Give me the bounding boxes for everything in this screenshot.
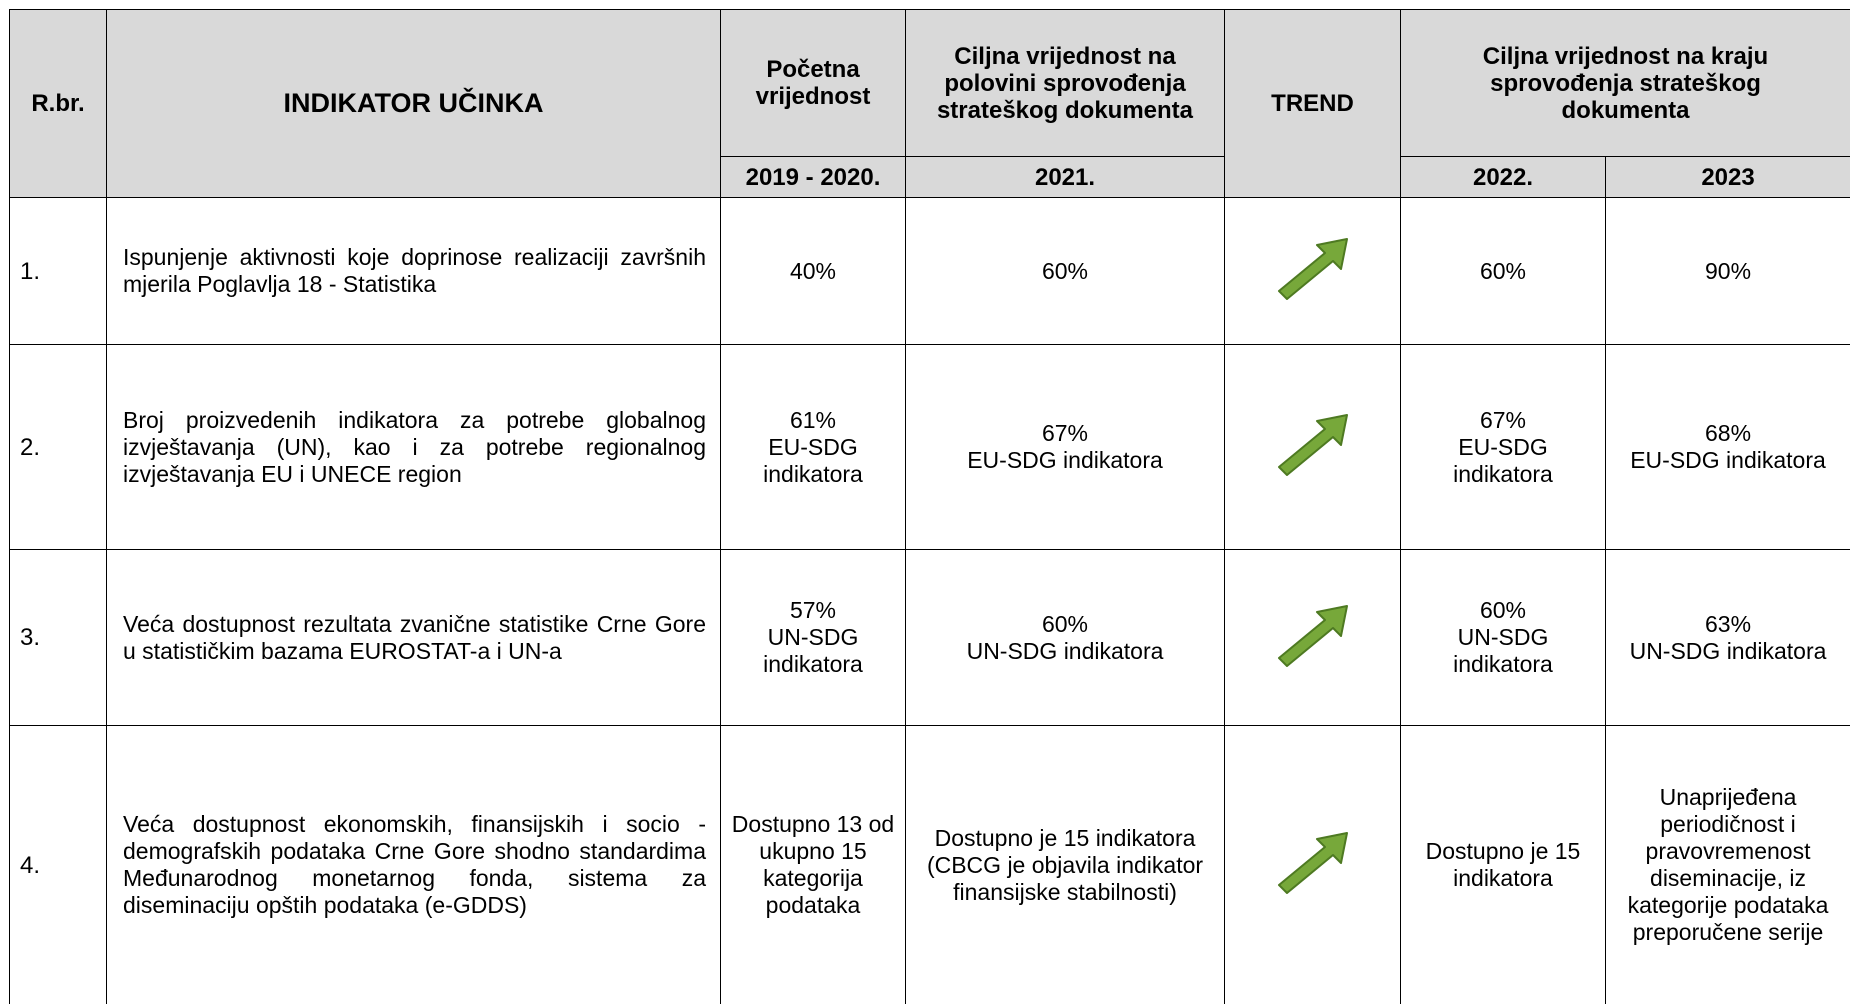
row-number: 1. xyxy=(9,197,107,345)
value-cell: 61% EU-SDG indikatora xyxy=(720,344,906,550)
trend-cell xyxy=(1224,725,1401,1004)
value-cell: 57% UN-SDG indikatora xyxy=(720,549,906,726)
value-cell: Unaprijeđena periodičnost i pravovremeno… xyxy=(1604,725,1850,1004)
row-number: 4. xyxy=(9,725,107,1004)
trend-arrow xyxy=(1277,832,1348,894)
header-cell: R.br. xyxy=(9,9,107,198)
trend-cell xyxy=(1224,197,1401,345)
year-cell: 2023 xyxy=(1604,156,1850,198)
value-cell: Dostupno 13 od ukupno 15 kategorija poda… xyxy=(720,725,906,1004)
indicator-table: R.br. INDIKATOR UČINKA Početna vrijednos… xyxy=(9,9,1850,1004)
year-cell: 2021. xyxy=(905,156,1225,198)
header-cell: TREND xyxy=(1224,9,1401,198)
indicator-text: Veća dostupnost ekonomskih, finansijskih… xyxy=(106,725,721,1004)
value-cell: 67% EU-SDG indikatora xyxy=(1400,344,1606,550)
year-cell: 2022. xyxy=(1400,156,1606,198)
header-cell: Ciljna vrijednost na kraju sprovođenja s… xyxy=(1399,9,1850,157)
trend-cell xyxy=(1224,344,1401,550)
trend-cell xyxy=(1224,549,1401,726)
trend-arrow xyxy=(1277,238,1348,300)
indicator-text: Ispunjenje aktivnosti koje doprinose rea… xyxy=(106,197,721,345)
header-cell: Ciljna vrijednost na polovini sprovođenj… xyxy=(905,9,1225,157)
trend-arrow xyxy=(1277,414,1348,476)
value-cell: 67% EU-SDG indikatora xyxy=(905,344,1225,550)
row-number: 3. xyxy=(9,549,107,726)
table-row: 3. Veća dostupnost rezultata zvanične sta… xyxy=(9,549,1850,726)
indicator-text: Broj proizvedenih indikatora za potrebe … xyxy=(106,344,721,550)
value-cell: 60% UN-SDG indikatora xyxy=(905,549,1225,726)
value-cell: 63% UN-SDG indikatora xyxy=(1604,549,1850,726)
table-row: 2. Broj proizvedenih indikatora za potreb… xyxy=(9,344,1850,550)
table-row: 4. Veća dostupnost ekonomskih, finansijsk… xyxy=(9,725,1850,1004)
value-cell: Dostupno je 15 indikatora (CBCG je objav… xyxy=(905,725,1225,1004)
table-container: R.br. INDIKATOR UČINKA Početna vrijednos… xyxy=(9,9,1850,1004)
row-number: 2. xyxy=(9,344,107,550)
year-cell: 2019 - 2020. xyxy=(720,156,906,198)
value-cell: Dostupno je 15 indikatora xyxy=(1400,725,1606,1004)
value-cell: 60% xyxy=(1400,197,1606,345)
value-cell: 60% xyxy=(905,197,1225,345)
table-body: 1. Ispunjenje aktivnosti koje doprinose r… xyxy=(9,197,1850,1004)
header-cell: Početna vrijednost xyxy=(720,9,906,157)
table-row: 1. Ispunjenje aktivnosti koje doprinose r… xyxy=(9,197,1850,345)
value-cell: 40% xyxy=(720,197,906,345)
indicator-text: Veća dostupnost rezultata zvanične stati… xyxy=(106,549,721,726)
value-cell: 90% xyxy=(1604,197,1850,345)
header-cell: INDIKATOR UČINKA xyxy=(106,9,721,198)
value-cell: 60% UN-SDG indikatora xyxy=(1400,549,1606,726)
trend-arrow xyxy=(1277,604,1348,667)
value-cell: 68% EU-SDG indikatora xyxy=(1604,344,1850,550)
